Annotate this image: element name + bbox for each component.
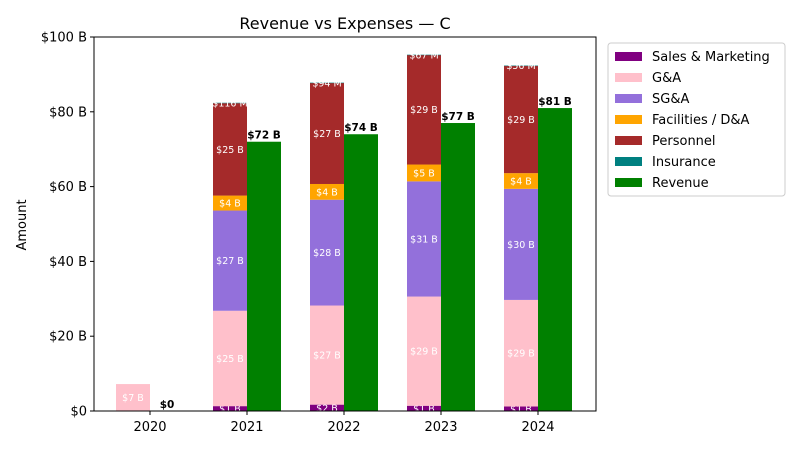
x-tick-label: 2023	[424, 420, 457, 435]
legend-entry: SG&A	[652, 92, 689, 107]
legend-swatch	[615, 115, 642, 124]
bar-personnel-2022	[310, 83, 344, 184]
data-label: $30 B	[507, 240, 535, 251]
y-tick-label: $20 B	[49, 330, 87, 345]
data-label: $25 B	[216, 354, 244, 365]
x-tick-label: 2020	[133, 420, 166, 435]
data-label: $1 B	[413, 404, 435, 415]
data-label: $27 B	[216, 256, 244, 267]
x-tick-label: 2022	[327, 420, 360, 435]
bar-insurance-2021	[213, 102, 247, 104]
x-tick-label: 2021	[230, 420, 263, 435]
legend-swatch	[615, 94, 642, 103]
bar-sg-a-2022	[310, 199, 344, 306]
data-label: $1 B	[219, 404, 241, 415]
chart-title: Revenue vs Expenses — C	[239, 14, 450, 33]
bar-insurance-2024	[504, 65, 538, 67]
bar-sg-a-2021	[213, 210, 247, 311]
data-label: $25 B	[216, 145, 244, 156]
y-tick-label: $80 B	[49, 105, 87, 120]
data-label: $27 B	[313, 351, 341, 362]
revenue-label: $72 B	[247, 130, 281, 142]
legend-box	[607, 42, 786, 197]
bar-g-a-2024	[504, 299, 538, 407]
bar-personnel-2024	[504, 65, 538, 174]
x-tick-label: 2024	[521, 420, 554, 435]
legend-entry: Personnel	[652, 134, 716, 149]
legend-entry: Sales & Marketing	[652, 50, 770, 65]
bar-revenue-2023	[441, 123, 475, 412]
data-label: $56 M	[506, 61, 535, 72]
bar-revenue-2021	[247, 141, 281, 411]
data-label: $5 B	[413, 168, 435, 179]
bar-sg-a-2023	[407, 181, 441, 297]
legend-swatch	[615, 157, 642, 166]
revenue-label: $81 B	[538, 96, 572, 108]
plot-area: $7 B $0 $1 B $25 B $27 B $4 B $25 B $116 M $72 B…	[93, 36, 597, 415]
bar-facilities-d-a-2024	[504, 173, 538, 189]
bar-revenue-2024	[538, 108, 572, 411]
data-label: $116 M	[212, 98, 247, 109]
bar-insurance-2022	[310, 82, 344, 84]
bar-sales-marketing-2021	[213, 406, 247, 411]
y-tick-label: $60 B	[49, 180, 87, 195]
data-label: $4 B	[510, 176, 532, 187]
data-label: $31 B	[410, 234, 438, 245]
axes-frame	[93, 36, 597, 412]
legend-entry: Insurance	[652, 155, 716, 170]
data-label: $2 B	[316, 403, 338, 414]
bar-g-a-2022	[310, 305, 344, 405]
legend-entry: Facilities / D&A	[652, 113, 750, 128]
y-tick-label: $100 B	[41, 31, 87, 46]
data-label: $1 B	[510, 404, 532, 415]
bar-facilities-d-a-2023	[407, 164, 441, 182]
data-label: $4 B	[219, 199, 241, 210]
legend-entry: G&A	[652, 71, 681, 86]
legend-swatch	[615, 52, 642, 61]
bar-sales-marketing-2024	[504, 406, 538, 411]
legend: Sales & Marketing G&A SG&A Facilities / D&A…	[607, 42, 786, 197]
revenue-label: $77 B	[441, 111, 475, 123]
data-label: $29 B	[507, 349, 535, 360]
bar-insurance-2023	[407, 54, 441, 56]
bar-facilities-d-a-2021	[213, 195, 247, 211]
legend-swatch	[615, 136, 642, 145]
x-axis: 2020 2021 2022 2023 2024	[133, 411, 555, 435]
y-tick-label: $40 B	[49, 255, 87, 270]
bar-g-a-2023	[407, 296, 441, 406]
bar-facilities-d-a-2022	[310, 183, 344, 200]
data-label: $27 B	[313, 129, 341, 140]
bar-sales-marketing-2022	[310, 404, 344, 411]
data-label: $29 B	[410, 105, 438, 116]
bar-personnel-2023	[407, 54, 441, 165]
data-label: $7 B	[122, 393, 144, 404]
y-axis: $0 $20 B $40 B $60 B $80 B $100 B	[41, 31, 94, 420]
bar-sg-a-2024	[504, 188, 538, 300]
legend-swatch	[615, 178, 642, 187]
bar-g-a-2021	[213, 310, 247, 407]
revenue-label: $0	[160, 399, 175, 411]
y-tick-label: $0	[70, 405, 87, 420]
data-label: $28 B	[313, 248, 341, 259]
data-label: $29 B	[410, 347, 438, 358]
bar-personnel-2021	[213, 103, 247, 196]
legend-swatch	[615, 73, 642, 82]
data-label: $67 M	[409, 50, 438, 61]
bar-revenue-2022	[344, 134, 378, 412]
data-label: $4 B	[316, 187, 338, 198]
bar-g-a-2020	[116, 384, 150, 411]
bar-sales-marketing-2023	[407, 405, 441, 411]
y-axis-label: Amount	[15, 199, 30, 250]
legend-entry: Revenue	[652, 176, 709, 191]
revenue-label: $74 B	[344, 122, 378, 134]
data-label: $94 M	[312, 78, 341, 89]
data-label: $29 B	[507, 115, 535, 126]
